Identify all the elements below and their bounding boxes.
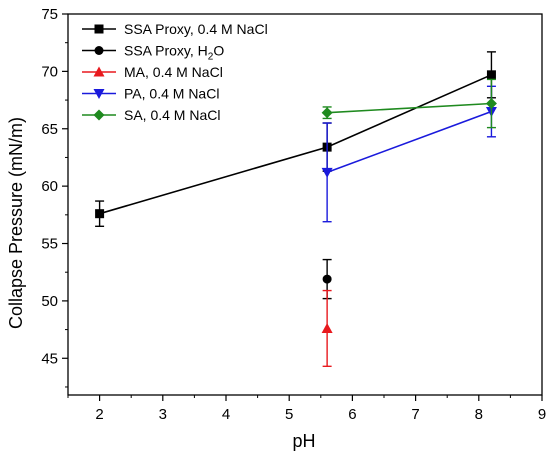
- legend-item-4: SA, 0.4 M NaCl: [82, 107, 220, 123]
- y-tick-label: 75: [41, 6, 58, 23]
- legend-label-subscript: 2: [208, 52, 214, 63]
- legend-marker: [94, 24, 104, 34]
- legend-label: PA, 0.4 M NaCl: [124, 86, 219, 102]
- x-tick-label: 5: [285, 406, 293, 423]
- y-tick-label: 45: [41, 350, 58, 367]
- data-point: [95, 209, 105, 219]
- series-line: [327, 102, 492, 114]
- legend-label-main: SSA Proxy, 0.4 M NaCl: [124, 21, 268, 37]
- y-tick-label: 55: [41, 236, 58, 253]
- x-tick-label: 8: [475, 406, 483, 423]
- y-tick-label: 50: [41, 293, 58, 310]
- legend-marker: [94, 46, 104, 55]
- legend-label: SSA Proxy, 0.4 M NaCl: [124, 21, 268, 37]
- y-tick-label: 60: [41, 178, 58, 195]
- series-2: [321, 289, 333, 368]
- plot-frame: [67, 13, 543, 396]
- y-tick-label: 70: [41, 63, 58, 80]
- plot-area: [67, 13, 543, 396]
- legend-item-3: PA, 0.4 M NaCl: [82, 86, 219, 102]
- data-point: [321, 322, 333, 333]
- data-point: [321, 167, 333, 178]
- y-axis-title: Collapse Pressure (mN/m): [6, 117, 26, 329]
- x-tick-label: 7: [411, 406, 419, 423]
- x-tick-label: 2: [95, 406, 103, 423]
- legend-marker: [93, 109, 105, 121]
- legend-label-tail: O: [213, 43, 224, 59]
- legend-label-main: SA, 0.4 M NaCl: [124, 107, 220, 123]
- x-tick-label: 3: [159, 406, 167, 423]
- x-tick-label: 9: [538, 406, 546, 423]
- series-line: [326, 110, 492, 174]
- y-tick-label: 65: [41, 121, 58, 138]
- legend-label: SA, 0.4 M NaCl: [124, 107, 220, 123]
- legend-item-2: MA, 0.4 M NaCl: [82, 64, 223, 80]
- data-point: [322, 274, 332, 284]
- series-4: [321, 78, 497, 129]
- data-point: [321, 107, 333, 119]
- legend-label: MA, 0.4 M NaCl: [124, 64, 223, 80]
- x-tick-label: 6: [348, 406, 356, 423]
- legend-item-1: SSA Proxy, H2O: [82, 43, 224, 63]
- legend-label: SSA Proxy, H2O: [124, 43, 224, 63]
- legend-label-main: SSA Proxy, H: [124, 43, 208, 59]
- data-point: [485, 98, 497, 110]
- series-group: [95, 51, 497, 368]
- legend-label-main: MA, 0.4 M NaCl: [124, 64, 223, 80]
- series-3: [321, 85, 497, 223]
- x-axis-title: pH: [292, 431, 315, 451]
- legend-item-0: SSA Proxy, 0.4 M NaCl: [82, 21, 268, 37]
- legend-marker: [93, 89, 105, 99]
- data-point: [486, 70, 496, 80]
- x-tick-label: 4: [222, 406, 230, 423]
- legend-label-main: PA, 0.4 M NaCl: [124, 86, 219, 102]
- legend-marker: [93, 66, 105, 77]
